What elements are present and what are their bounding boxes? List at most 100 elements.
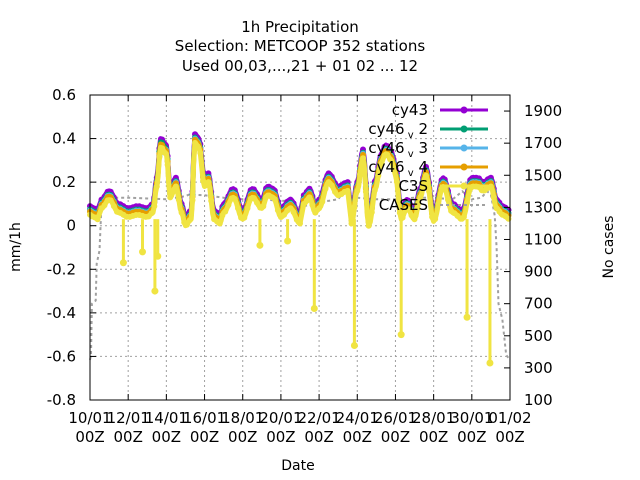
series-point-4 [254, 199, 260, 206]
series-point-4 [411, 216, 418, 223]
series-point-4 [186, 217, 193, 224]
series-point-4 [172, 183, 179, 190]
axis-ticks: -0.8 -0.6 -0.4 -0.2 0 0.2 0.4 0.6 100 300 500 700 90… [47, 86, 562, 446]
legend-label-sub: v [405, 130, 414, 141]
series-point-4 [505, 215, 512, 222]
x-tick-label-hour: 00Z [457, 428, 486, 446]
series-point-4 [271, 196, 278, 203]
series-point-4 [290, 209, 297, 216]
y2-tick-label: 1300 [524, 198, 562, 216]
series-point-4 [387, 156, 394, 163]
series-point-4 [393, 179, 400, 185]
series-point-4 [405, 206, 412, 213]
y2-tick-label: 700 [524, 295, 553, 313]
chart-title-line-2: Selection: METCOOP 352 stations [175, 37, 426, 55]
series-point-4 [194, 143, 201, 150]
y2-tick-label: 1900 [524, 102, 562, 120]
series-point-4 [378, 160, 385, 167]
legend-label-main: cy43 [392, 101, 428, 119]
legend-marker-4 [460, 182, 468, 190]
legend-label-3: cy46 v 4 [368, 158, 428, 179]
series-point-4 [167, 194, 174, 201]
series-point-4 [435, 200, 442, 207]
series-point-4 [156, 154, 163, 161]
c3s-spike-point [154, 252, 162, 260]
series-point-4 [241, 214, 248, 221]
series-point-4 [319, 198, 326, 205]
series-point-4 [175, 196, 182, 203]
series-point-4 [94, 216, 101, 223]
series-point-4 [216, 220, 223, 227]
series-point-4 [101, 202, 108, 209]
y2-tick-label: 300 [524, 359, 553, 377]
y-tick-label: 0 [66, 217, 76, 235]
series-point-4 [225, 202, 232, 208]
legend-marker-3 [460, 163, 468, 171]
c3s-spike-point [256, 241, 264, 249]
series-layer [87, 131, 512, 367]
y-tick-label: -0.6 [47, 347, 76, 365]
series-point-4 [368, 209, 375, 216]
x-tick-label-date: 22/01 [297, 409, 340, 427]
x-tick-label-hour: 00Z [75, 428, 104, 446]
series-point-4 [344, 187, 351, 194]
y2-tick-label: 100 [524, 391, 553, 409]
x-tick-label-date: 30/01 [450, 409, 493, 427]
series-point-4 [197, 150, 204, 156]
grid-lines [90, 95, 510, 400]
legend-label-0: cy43 [392, 101, 428, 119]
series-point-4 [312, 209, 319, 216]
y-tick-label: -0.4 [47, 304, 76, 322]
series-point-4 [189, 197, 196, 204]
x-tick-label-date: 18/01 [221, 409, 264, 427]
c3s-spike-point [350, 342, 358, 350]
series-point-4 [260, 203, 267, 210]
series-point-4 [244, 205, 251, 212]
legend-marker-2 [460, 144, 468, 152]
series-point-4 [420, 183, 427, 190]
legend-label-main: CASES [379, 196, 428, 214]
series-point-4 [222, 208, 229, 215]
series-point-4 [371, 187, 378, 194]
x-tick-label-hour: 00Z [152, 428, 181, 446]
legend-label-2: cy46 v 3 [368, 139, 428, 160]
series-point-4 [354, 187, 361, 194]
series-point-4 [170, 188, 176, 195]
x-tick-label-date: 26/01 [374, 409, 417, 427]
legend-label-sub: v [405, 149, 414, 160]
series-point-4 [164, 161, 171, 168]
x-tick-label-date: 16/01 [183, 409, 226, 427]
x-tick-label-hour: 00Z [113, 428, 142, 446]
series-point-4 [153, 183, 160, 190]
y-tick-label: 0.4 [52, 130, 76, 148]
x-tick-label-date: 28/01 [412, 409, 455, 427]
series-point-4 [297, 220, 303, 227]
c3s-spike-point [139, 248, 146, 256]
legend-label-4: C3S [398, 177, 428, 195]
series-point-4 [148, 210, 155, 217]
series-point-4 [306, 194, 313, 201]
legend-label-main: C3S [398, 177, 428, 195]
series-point-4 [487, 183, 494, 190]
plot-frame [89, 94, 511, 401]
series-point-4 [423, 172, 429, 179]
series-point-4 [328, 182, 335, 189]
y-tick-label: -0.2 [47, 260, 76, 278]
x-tick-label-date: 14/01 [145, 409, 188, 427]
x-tick-label-date: 10/01 [68, 409, 111, 427]
c3s-spike-point [486, 359, 494, 367]
chart-title-line-1: 1h Precipitation [241, 18, 359, 36]
legend-marker-1 [460, 125, 468, 133]
y2-axis-label: No cases [601, 216, 617, 279]
series-point-4 [250, 195, 257, 202]
series-point-4 [231, 195, 238, 202]
x-tick-label-hour: 00Z [266, 428, 295, 446]
c3s-spike-point [284, 237, 292, 245]
y-tick-label: -0.8 [47, 391, 76, 409]
series-point-4 [396, 209, 403, 216]
x-tick-label-hour: 00Z [228, 428, 257, 446]
c3s-spike-point [463, 313, 471, 321]
y2-tick-label: 1700 [524, 134, 562, 152]
series-point-4 [274, 207, 281, 214]
